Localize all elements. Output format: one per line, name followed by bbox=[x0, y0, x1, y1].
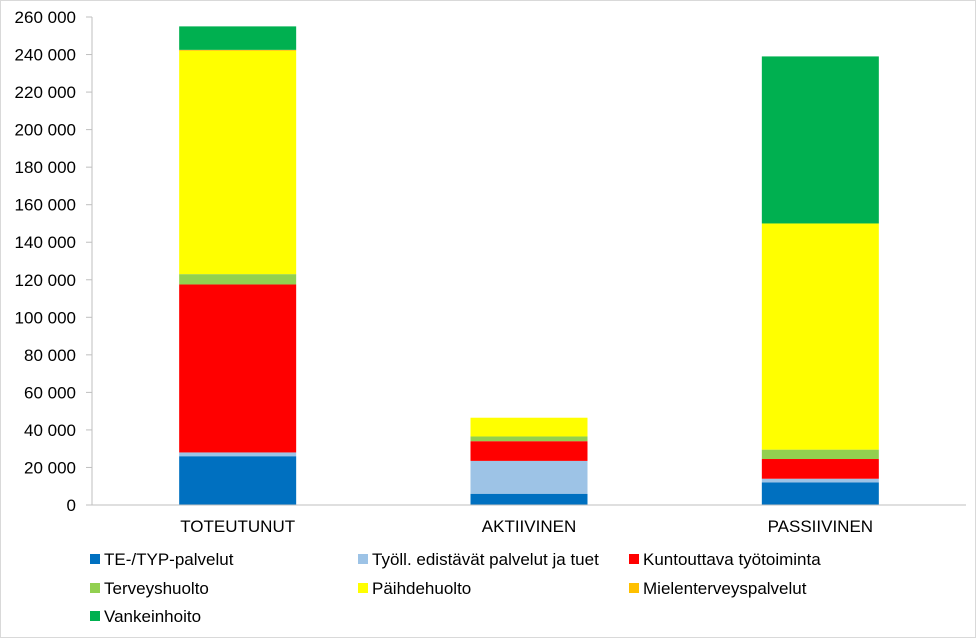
y-tick-label: 180 000 bbox=[15, 158, 76, 177]
axes bbox=[86, 16, 966, 506]
bar-segment bbox=[179, 274, 297, 285]
legend-swatch bbox=[90, 583, 100, 593]
legend-swatch bbox=[629, 583, 639, 593]
y-tick-label: 220 000 bbox=[15, 83, 76, 102]
bar-segment bbox=[470, 460, 588, 494]
x-category-label: PASSIIVINEN bbox=[768, 517, 874, 536]
legend: TE-/TYP-palvelut Työll. edistävät palvelu… bbox=[90, 550, 821, 626]
y-tick-label: 200 000 bbox=[15, 121, 76, 140]
legend-label: Terveyshuolto bbox=[104, 579, 209, 598]
bar-segment bbox=[179, 284, 297, 453]
legend-label: Päihdehuolto bbox=[372, 579, 471, 598]
bar-segment bbox=[761, 449, 879, 460]
y-tick-label: 120 000 bbox=[15, 271, 76, 290]
bar-segment bbox=[179, 26, 297, 50]
legend-swatch bbox=[90, 554, 100, 564]
bar-segment bbox=[470, 436, 588, 442]
bars bbox=[179, 26, 879, 505]
legend-label: TE-/TYP-palvelut bbox=[104, 550, 234, 569]
bar-segment bbox=[761, 478, 879, 483]
bar-segment bbox=[470, 441, 588, 461]
legend-swatch bbox=[90, 611, 100, 621]
bar-segment bbox=[179, 452, 297, 457]
legend-label: Vankeinhoito bbox=[104, 607, 201, 626]
bar-segment bbox=[761, 56, 879, 224]
x-category-label: TOTEUTUNUT bbox=[180, 517, 295, 536]
y-tick-label: 40 000 bbox=[24, 421, 76, 440]
bar-segment bbox=[179, 50, 297, 275]
y-tick-label: 0 bbox=[67, 496, 76, 515]
legend-swatch bbox=[358, 554, 368, 564]
bar-segment bbox=[470, 417, 588, 437]
bar-segment bbox=[761, 459, 879, 479]
legend-swatch bbox=[358, 583, 368, 593]
y-tick-label: 60 000 bbox=[24, 383, 76, 402]
y-tick-label: 160 000 bbox=[15, 196, 76, 215]
bar-segment bbox=[761, 482, 879, 505]
y-axis-ticks: 0 20 000 40 000 60 000 80 000 100 000 120 000 1… bbox=[15, 8, 76, 515]
bar-segment bbox=[761, 223, 879, 450]
x-axis-categories: TOTEUTUNUT AKTIIVINEN PASSIIVINEN bbox=[180, 517, 873, 536]
bar-segment bbox=[470, 493, 588, 505]
y-tick-label: 100 000 bbox=[15, 308, 76, 327]
y-tick-label: 80 000 bbox=[24, 346, 76, 365]
y-tick-label: 240 000 bbox=[15, 46, 76, 65]
y-tick-label: 140 000 bbox=[15, 233, 76, 252]
legend-label: Mielenterveyspalvelut bbox=[643, 579, 807, 598]
y-tick-label: 20 000 bbox=[24, 458, 76, 477]
x-category-label: AKTIIVINEN bbox=[482, 517, 576, 536]
bar-segment bbox=[179, 456, 297, 505]
legend-swatch bbox=[629, 554, 639, 564]
y-tick-label: 260 000 bbox=[15, 8, 76, 27]
legend-label: Työll. edistävät palvelut ja tuet bbox=[372, 550, 599, 569]
bar-segment bbox=[179, 49, 297, 51]
legend-label: Kuntouttava työtoiminta bbox=[643, 550, 821, 569]
